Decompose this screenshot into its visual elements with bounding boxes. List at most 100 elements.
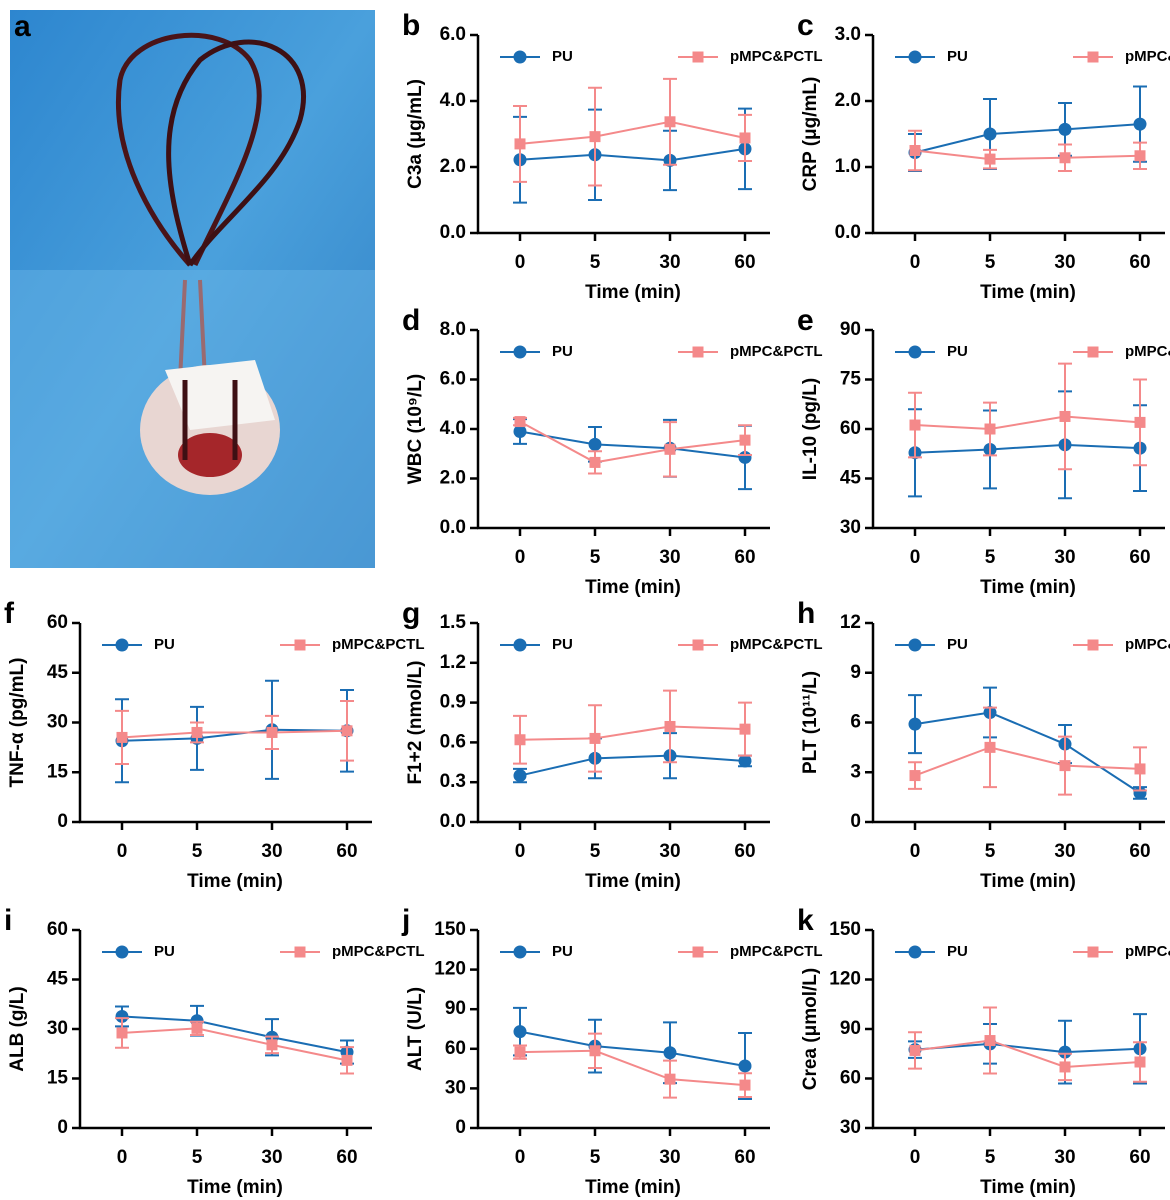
x-tick-label: 5 bbox=[590, 1147, 601, 1168]
y-tick-label: 1.2 bbox=[440, 652, 466, 673]
legend-label: pMPC&PCTL bbox=[730, 943, 823, 960]
data-point bbox=[909, 145, 921, 156]
y-tick-label: 0 bbox=[850, 811, 861, 832]
y-tick-label: 0.0 bbox=[440, 811, 466, 832]
x-tick-label: 5 bbox=[985, 841, 996, 862]
x-tick-label: 30 bbox=[1054, 252, 1075, 273]
photo-tube bbox=[182, 380, 238, 460]
x-axis-title: Time (min) bbox=[585, 282, 681, 303]
data-point bbox=[909, 1044, 921, 1056]
y-tick-label: 4.0 bbox=[440, 90, 466, 111]
x-tick-label: 30 bbox=[659, 841, 680, 862]
legend-marker bbox=[908, 50, 922, 64]
legend-label: pMPC&PCTL bbox=[730, 636, 823, 653]
chart-panel: h 0 3 6 9 12 0 5 30 60 Time (min) PLT (10¹¹/L) PU pMP… bbox=[797, 597, 1170, 892]
panel-label: i bbox=[4, 904, 12, 937]
panel-label: b bbox=[402, 9, 420, 42]
legend-label: pMPC&PCTL bbox=[1125, 343, 1170, 360]
data-point bbox=[1058, 1045, 1072, 1059]
legend-marker bbox=[1087, 639, 1099, 651]
panel-label: c bbox=[797, 9, 814, 42]
y-tick-label: 60 bbox=[840, 418, 861, 439]
data-point bbox=[116, 1027, 128, 1039]
legend-marker bbox=[692, 346, 704, 358]
x-tick-label: 60 bbox=[1129, 841, 1150, 862]
panel-label: g bbox=[402, 597, 420, 630]
x-tick-label: 0 bbox=[910, 841, 921, 862]
x-tick-label: 0 bbox=[910, 547, 921, 568]
series-line bbox=[519, 1049, 746, 1087]
y-axis-title: Crea (μmol/L) bbox=[800, 968, 821, 1090]
chart-panel: c 0.0 1.0 2.0 3.0 0 5 30 60 Time (min) CRP (μg/mL)… bbox=[797, 9, 1170, 303]
y-tick-label: 2.0 bbox=[440, 468, 466, 489]
y-axis-title: F1+2 (nmol/L) bbox=[405, 660, 426, 784]
data-point bbox=[513, 769, 527, 783]
photo-wound bbox=[178, 433, 242, 477]
legend-marker bbox=[513, 638, 527, 652]
x-tick-label: 5 bbox=[192, 1147, 203, 1168]
data-point bbox=[589, 456, 601, 468]
data-point bbox=[664, 720, 676, 732]
legend-marker bbox=[908, 638, 922, 652]
y-tick-label: 15 bbox=[47, 761, 69, 782]
data-point bbox=[909, 770, 921, 782]
series-line bbox=[121, 729, 348, 739]
series-line bbox=[914, 443, 1141, 454]
legend-marker bbox=[1087, 346, 1099, 358]
data-point bbox=[514, 416, 526, 428]
x-axis-title: Time (min) bbox=[980, 282, 1076, 303]
legend-marker bbox=[115, 945, 129, 959]
y-tick-label: 0.3 bbox=[440, 771, 466, 792]
legend-label: PU bbox=[154, 943, 175, 960]
data-point bbox=[664, 1073, 676, 1085]
x-tick-label: 5 bbox=[985, 252, 996, 273]
chart-panel: j 0 30 60 90 120 150 0 5 30 60 Time (min) ALT (U/L) P… bbox=[401, 904, 823, 1198]
y-tick-label: 0.0 bbox=[440, 222, 466, 243]
y-tick-label: 45 bbox=[840, 468, 862, 489]
x-tick-label: 5 bbox=[590, 252, 601, 273]
data-point bbox=[589, 732, 601, 744]
data-point bbox=[664, 443, 676, 455]
legend-marker bbox=[294, 946, 306, 958]
y-tick-label: 9 bbox=[850, 662, 861, 683]
panel-label: h bbox=[797, 597, 815, 630]
y-tick-label: 1.5 bbox=[440, 612, 467, 633]
legend-marker bbox=[513, 345, 527, 359]
legend-label: pMPC&PCTL bbox=[730, 343, 823, 360]
data-point bbox=[589, 131, 601, 143]
y-tick-label: 0.9 bbox=[440, 692, 466, 713]
y-tick-label: 30 bbox=[445, 1077, 466, 1098]
x-tick-label: 5 bbox=[985, 547, 996, 568]
data-point bbox=[908, 717, 922, 731]
photo-gauze bbox=[165, 360, 275, 430]
x-tick-label: 30 bbox=[261, 841, 282, 862]
chart-panel: e 30 45 60 75 90 0 5 30 60 Time (min) IL-10 (pg/L) P… bbox=[797, 304, 1170, 598]
x-tick-label: 5 bbox=[192, 841, 203, 862]
legend-marker bbox=[692, 639, 704, 651]
legend-label: PU bbox=[552, 636, 573, 653]
legend-label: pMPC&PCTL bbox=[332, 943, 425, 960]
data-point bbox=[984, 1035, 996, 1047]
y-tick-label: 0 bbox=[57, 811, 68, 832]
data-point bbox=[589, 1045, 601, 1057]
legend-marker bbox=[908, 345, 922, 359]
data-point bbox=[1059, 760, 1071, 772]
legend-label: pMPC&PCTL bbox=[1125, 48, 1170, 65]
data-point bbox=[1059, 410, 1071, 422]
photo: a bbox=[10, 10, 375, 568]
x-tick-label: 30 bbox=[659, 252, 680, 273]
x-axis-title: Time (min) bbox=[187, 1177, 283, 1198]
x-axis-title: Time (min) bbox=[980, 871, 1076, 892]
x-tick-label: 30 bbox=[659, 547, 680, 568]
x-tick-label: 60 bbox=[1129, 1147, 1150, 1168]
x-tick-label: 30 bbox=[1054, 1147, 1075, 1168]
y-tick-label: 0.0 bbox=[440, 517, 466, 538]
data-point bbox=[1134, 150, 1146, 162]
x-tick-label: 30 bbox=[659, 1147, 680, 1168]
legend-label: PU bbox=[947, 48, 968, 65]
y-tick-label: 30 bbox=[840, 1117, 861, 1138]
data-point bbox=[984, 741, 996, 753]
y-tick-label: 90 bbox=[840, 1018, 861, 1039]
data-point bbox=[1058, 122, 1072, 136]
